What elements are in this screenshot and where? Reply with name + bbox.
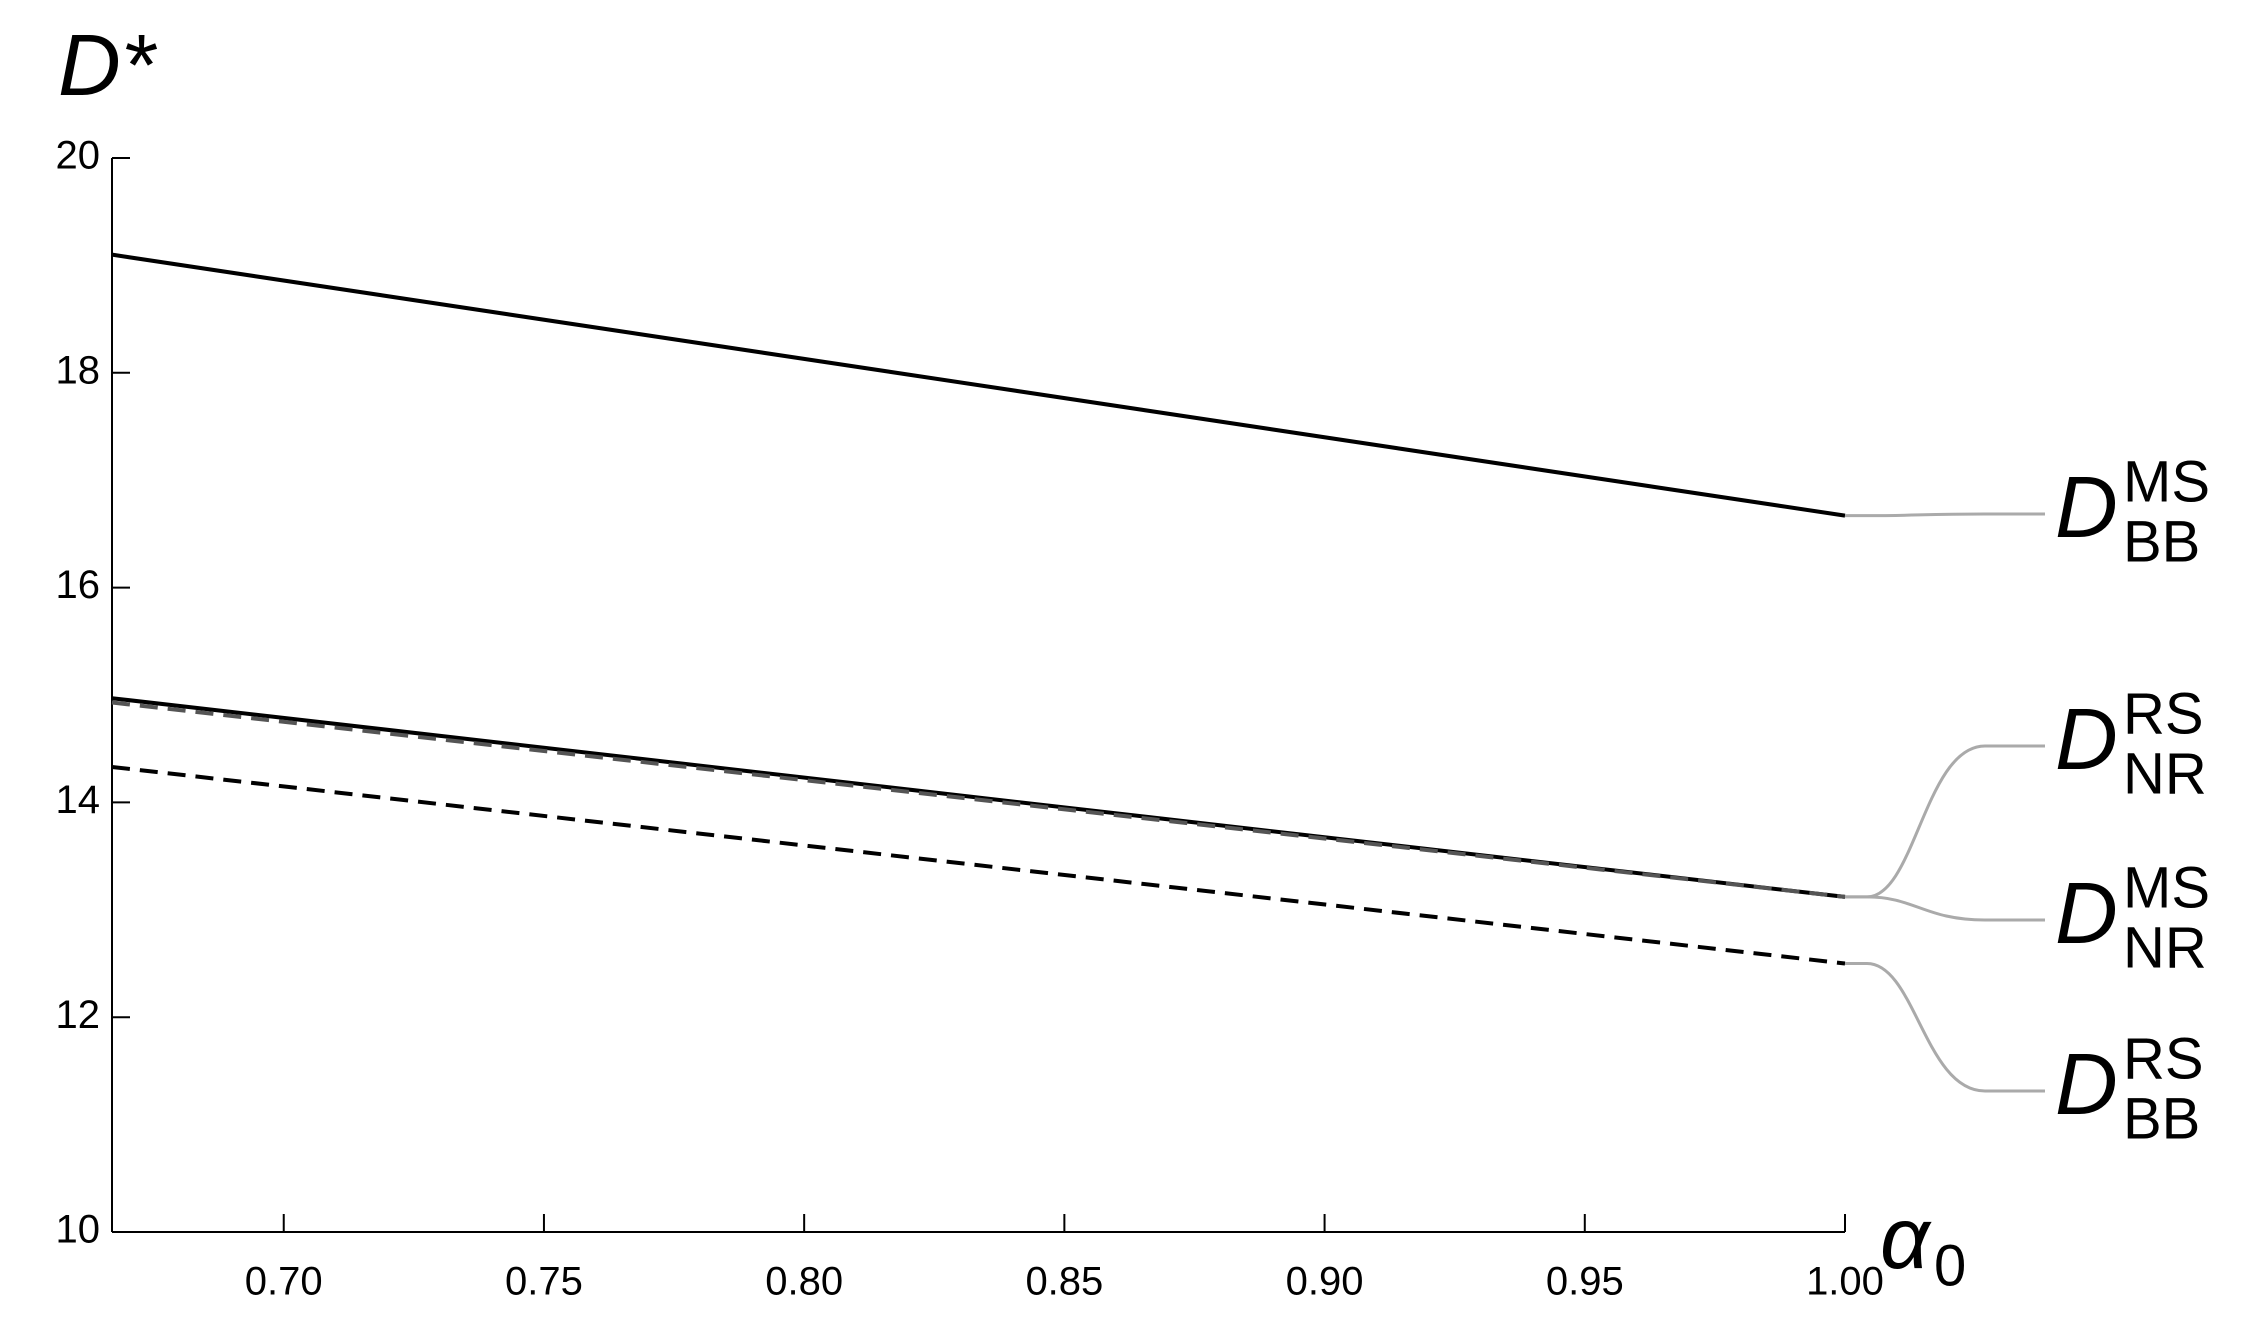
x-tick-label: 0.75 xyxy=(505,1260,583,1304)
series-label-superscript: MS xyxy=(2123,449,2210,514)
y-axis-label: D* xyxy=(58,17,158,114)
y-tick-label: 14 xyxy=(56,778,101,822)
leader-line xyxy=(1845,895,2045,922)
series-line xyxy=(111,700,1846,899)
series-label-superscript: RS xyxy=(2123,1026,2204,1091)
series-label: D xyxy=(2055,691,2118,788)
series-label: D xyxy=(2055,865,2118,962)
x-tick-label: 0.85 xyxy=(1025,1260,1103,1304)
series-label: D xyxy=(2055,459,2118,556)
y-tick-label: 16 xyxy=(56,563,101,607)
x-tick-label: 0.70 xyxy=(245,1260,323,1304)
y-tick-label: 12 xyxy=(56,993,101,1037)
x-tick-label: 1.00 xyxy=(1806,1260,1884,1304)
series-label-superscript: MS xyxy=(2123,855,2210,920)
series-label-subscript: BB xyxy=(2123,509,2200,574)
series-line xyxy=(111,696,1846,899)
series-label-subscript: NR xyxy=(2123,741,2207,806)
y-tick-label: 10 xyxy=(56,1208,101,1252)
leader-line xyxy=(1845,512,2045,518)
y-tick-label: 18 xyxy=(56,348,101,392)
series-line xyxy=(111,252,1846,518)
series-label-subscript: BB xyxy=(2123,1086,2200,1151)
x-axis-label-subscript: 0 xyxy=(1934,1233,1966,1298)
series-label-subscript: NR xyxy=(2123,915,2207,980)
leader-line xyxy=(1845,744,2045,899)
x-axis-label: α xyxy=(1880,1190,1932,1287)
series-label: D xyxy=(2055,1036,2118,1133)
series-line xyxy=(111,764,1846,966)
x-tick-label: 0.90 xyxy=(1286,1260,1364,1304)
x-tick-label: 0.80 xyxy=(765,1260,843,1304)
leader-line xyxy=(1845,962,2045,1093)
x-tick-label: 0.95 xyxy=(1546,1260,1624,1304)
series-label-superscript: RS xyxy=(2123,681,2204,746)
y-tick-label: 20 xyxy=(56,134,101,178)
